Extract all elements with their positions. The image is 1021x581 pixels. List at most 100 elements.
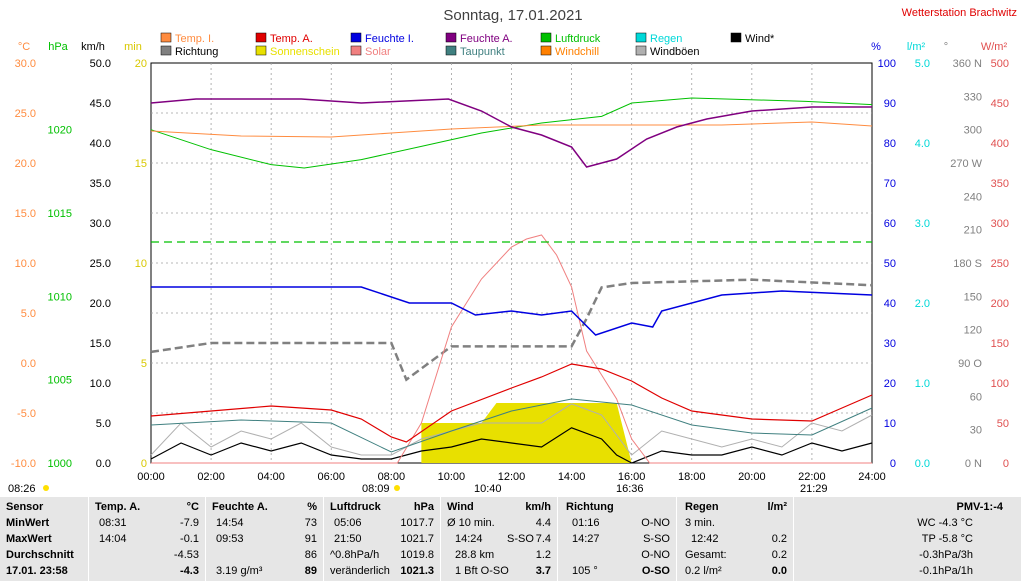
legend-label: Luftdruck <box>555 33 601 45</box>
axis-unit-label: hPa <box>48 41 68 53</box>
axis-tick-label: 1.0 <box>915 378 930 390</box>
legend: Temp. I. Temp. A. Feuchte I. Feuchte A. Luft… <box>160 32 775 58</box>
axis-tick-label: 180 S <box>953 258 982 270</box>
legend-label: Windböen <box>650 46 700 58</box>
axis-tick-label: 70 <box>884 178 896 190</box>
axis-tick-label: 1005 <box>48 375 72 387</box>
axis-tick-label: 1015 <box>48 208 72 220</box>
wind-max-time: 14:24 <box>455 533 483 545</box>
series-solar <box>151 234 872 464</box>
hum-unit: % <box>307 501 317 513</box>
axis-tick-label: 330 <box>964 91 982 103</box>
axis-tick-label: 20 <box>135 58 147 70</box>
x-axis: 00:00 02:00 04:00 06:00 08:00 10:00 12:00 14:00… <box>137 471 886 483</box>
axis-tick-label: 30.0 <box>15 58 36 70</box>
legend-label: Temp. A. <box>270 33 313 45</box>
wind-head: Wind <box>447 501 474 513</box>
rain-max-time: 12:42 <box>691 533 719 545</box>
series-sonnenschein <box>421 403 632 463</box>
wind-bft: 1 Bft O-SO <box>455 565 509 577</box>
x-tick-label: 22:00 <box>798 471 826 483</box>
wind-current-value: 3.7 <box>535 565 551 577</box>
axis-tick-label: 30 <box>884 338 896 350</box>
axis-tick-label: 15.0 <box>90 338 111 350</box>
dir-current-value: O-SO <box>641 565 670 577</box>
wind-avg-label: Ø 10 min. <box>447 517 495 529</box>
wind-max-value: 7.4 <box>535 533 551 545</box>
x-tick-label: 04:00 <box>257 471 285 483</box>
x-tick-label: 16:00 <box>618 471 646 483</box>
axis-tick-label: 1020 <box>48 125 72 137</box>
x-tick-label: 12:00 <box>498 471 526 483</box>
legend-swatch <box>635 45 647 56</box>
series-windb-en <box>150 403 873 456</box>
x-tick-label: 24:00 <box>858 471 886 483</box>
hum-abs: 3.19 g/m³ <box>216 565 263 577</box>
axis-tick-label: 200 <box>991 298 1009 310</box>
axis-tick-label: 300 <box>964 125 982 137</box>
axis-tick-label: 4.0 <box>915 138 930 150</box>
axis-tick-label: 5 <box>141 358 147 370</box>
legend-label: Richtung <box>175 46 218 58</box>
axis-tick-label: 50 <box>997 418 1009 430</box>
marker-time-1: 10:40 <box>474 483 502 495</box>
series-richtung <box>150 278 873 382</box>
legend-swatch <box>540 32 552 43</box>
pressure-column: Luftdruck hPa 05:06 1017.7 21:50 1021.7 … <box>324 497 440 581</box>
axis-tick-label: 250 <box>991 258 1009 270</box>
axis-tick-label: -10.0 <box>11 458 36 470</box>
press-max-value: 1021.7 <box>400 533 434 545</box>
axis-unit-label: % <box>871 41 881 53</box>
temp-column: Temp. A. °C 08:31 -7.9 14:04 -0.1 -4.53 … <box>89 497 205 581</box>
axis-tick-label: 120 <box>964 325 982 337</box>
legend-swatch <box>160 45 172 56</box>
axis-unit-label: °C <box>18 41 30 53</box>
temp-max-time: 14:04 <box>99 533 127 545</box>
wind-max-dir: S-SO <box>507 533 534 545</box>
axis-tick-label: 3.0 <box>915 218 930 230</box>
legend-label: Feuchte A. <box>460 33 513 45</box>
wind-min-value: 4.4 <box>535 517 551 529</box>
legend-label: Regen <box>650 33 682 45</box>
axis-tick-label: 40 <box>884 298 896 310</box>
axis-tick-label: 60 <box>884 218 896 230</box>
table-divider <box>557 497 558 581</box>
axis-tick-label: 210 <box>964 225 982 237</box>
pmv-column: PMV-1:-4 WC -4.3 °C TP -5.8 °C -0.3hPa/3… <box>794 497 1021 581</box>
axis-tick-label: 80 <box>884 138 896 150</box>
series-taupunkt <box>150 398 873 453</box>
grid <box>151 63 872 463</box>
press-trend: ^0.8hPa/h <box>330 549 380 561</box>
series-feuchte-i- <box>151 286 873 336</box>
axis-tick-label: 1010 <box>48 291 72 303</box>
table-divider <box>88 497 89 581</box>
axis-unit-label: W/m² <box>981 41 1008 53</box>
axis-tick-label: 5.0 <box>915 58 930 70</box>
axis-tick-label: 50 <box>884 258 896 270</box>
axis-tick-label: 0.0 <box>21 358 36 370</box>
legend-swatch <box>445 45 457 56</box>
axis-tick-label: 10.0 <box>15 258 36 270</box>
rain-total-label: Gesamt: <box>685 549 727 561</box>
hum-max-time: 09:53 <box>216 533 244 545</box>
x-tick-label: 08:00 <box>378 471 406 483</box>
axis-tick-label: 0 <box>890 458 896 470</box>
axis-tick-label: 300 <box>991 218 1009 230</box>
legend-swatch <box>445 32 457 43</box>
axis-tick-label: 240 <box>964 191 982 203</box>
axis-unit-label: km/h <box>81 41 105 53</box>
hum-min-value: 73 <box>304 517 317 529</box>
axis-tick-label: 350 <box>991 178 1009 190</box>
stats-table: Sensor MinWert MaxWert Durchschnitt 17.0… <box>0 497 1021 581</box>
legend-label: Taupunkt <box>460 46 505 58</box>
x-tick-label: 02:00 <box>197 471 225 483</box>
x-tick-label: 00:00 <box>137 471 165 483</box>
dir-avg-value: O-NO <box>641 549 670 561</box>
axis-tick-label: 20.0 <box>90 298 111 310</box>
axis-tick-label: 500 <box>991 58 1009 70</box>
table-divider <box>323 497 324 581</box>
rain-unit: l/m² <box>767 501 787 513</box>
axis-tick-label: 2.0 <box>915 298 930 310</box>
time-markers: 08:26 08:09 10:40 16:36 21:29 <box>8 483 828 495</box>
axis-tick-label: 150 <box>991 338 1009 350</box>
